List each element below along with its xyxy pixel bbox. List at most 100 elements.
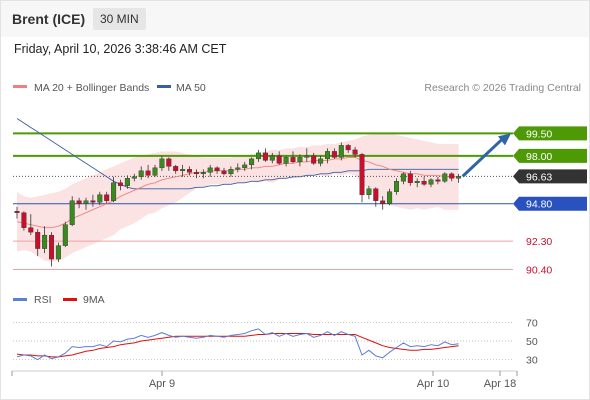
candle [145, 164, 151, 179]
candle-body-down [345, 145, 351, 151]
candle [200, 169, 206, 179]
level-labels: 99.50 98.00 96.63 94.80 92.30 90.40 [513, 126, 587, 277]
ma50-legend-label: MA 50 [176, 82, 206, 94]
candles [14, 142, 462, 267]
candle [449, 172, 455, 182]
candle [394, 178, 400, 195]
candle-body-down [14, 211, 20, 213]
candle-body-down [262, 152, 268, 161]
candle [283, 155, 289, 167]
candle-body-up [138, 170, 144, 178]
resistance-level-label: 99.50 [526, 128, 552, 140]
candle-body-up [228, 169, 234, 175]
candle-body-down [359, 154, 365, 195]
candle [42, 226, 48, 254]
candle [352, 146, 358, 158]
candle-body-down [104, 194, 110, 201]
candle-body-down [380, 200, 386, 204]
candle [414, 178, 420, 188]
candle-body-up [124, 178, 130, 186]
candle-body-down [352, 149, 358, 155]
candle [345, 143, 351, 153]
candle-body-down [435, 179, 441, 182]
candle [311, 152, 317, 165]
candle-body-down [214, 167, 220, 172]
candle-body-up [325, 151, 331, 160]
rsi-legend-swatch [13, 298, 27, 301]
candle [131, 173, 137, 182]
candle-body-down [421, 181, 427, 185]
candle-body-up [394, 181, 400, 192]
candle-body-down [331, 151, 337, 158]
candle [366, 185, 372, 200]
candle [456, 173, 462, 183]
candle-body-down [276, 155, 282, 164]
candle [62, 221, 68, 248]
support-level-tag [513, 196, 587, 211]
rsi-legend-label: RSI [34, 294, 52, 306]
candle-body-up [366, 188, 372, 195]
candle-body-down [186, 169, 192, 173]
candle-body-up [152, 167, 158, 176]
candle [297, 154, 303, 167]
candle-body-up [131, 176, 137, 179]
last-level-tag [513, 169, 587, 184]
instrument-title: Brent (ICE) [12, 11, 86, 27]
candle [290, 151, 296, 164]
candle [55, 242, 61, 263]
candle [21, 211, 27, 231]
candle [166, 157, 172, 171]
candle-body-up [442, 173, 448, 182]
legend: MA 20 + Bollinger Bands MA 50 Research ©… [13, 82, 581, 94]
candle-body-up [338, 145, 344, 158]
candle [380, 196, 386, 210]
projection-arrow [461, 133, 511, 178]
candle [124, 175, 130, 189]
candle-body-up [249, 158, 255, 166]
candle-body-up [200, 172, 206, 175]
interval-badge[interactable]: 30 MIN [93, 8, 146, 30]
candle [262, 148, 268, 162]
candle [83, 197, 89, 210]
candle-body-down [221, 170, 227, 175]
candle [387, 188, 393, 206]
x-axis: Apr 9 Apr 10 Apr 18 [11, 370, 518, 390]
bollinger-band [17, 133, 459, 263]
rsi-legend: RSI 9MA [13, 294, 105, 306]
candle [255, 149, 261, 162]
candle-body-up [269, 155, 275, 161]
candle-body-down [173, 166, 179, 172]
ma20-legend-label: MA 20 + Bollinger Bands [34, 82, 149, 94]
candle-body-down [311, 155, 317, 164]
candle [221, 167, 227, 176]
timestamp: Friday, April 10, 2026 3:38:46 AM CET [14, 42, 227, 56]
candle [214, 166, 220, 174]
candle-body-down [145, 170, 151, 176]
candle-body-down [193, 172, 199, 175]
candle [331, 148, 337, 159]
candle [14, 206, 20, 219]
candle-body-up [456, 176, 462, 179]
candle-body-up [400, 173, 406, 182]
rsi-panel: 70 50 30 [13, 317, 538, 367]
candle-body-up [283, 157, 289, 164]
candle-body-up [55, 245, 61, 260]
candle-body-up [69, 200, 75, 225]
ma9-legend-swatch [63, 298, 77, 301]
candle [28, 214, 34, 236]
candle-body-down [407, 173, 413, 183]
candle-body-down [90, 200, 96, 203]
candle [138, 166, 144, 180]
candle [249, 157, 255, 170]
credit-label: Research © 2026 Trading Central [424, 82, 581, 94]
candle [407, 170, 413, 186]
candle-body-up [242, 164, 248, 169]
candle [69, 196, 75, 227]
candle-body-up [83, 200, 89, 204]
candle-body-down [76, 200, 82, 204]
projection-arrow-shaft [461, 137, 505, 178]
candle [49, 232, 55, 267]
candle-body-up [111, 182, 117, 201]
candle [193, 169, 199, 179]
